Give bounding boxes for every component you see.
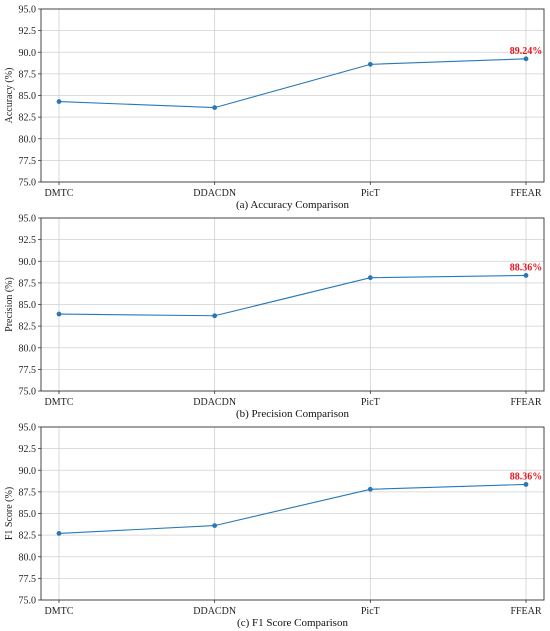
plot-frame — [40, 217, 545, 392]
y-tick-label: 87.5 — [19, 69, 37, 80]
chart-caption: (c) F1 Score Comparison — [237, 617, 348, 629]
data-point — [212, 105, 218, 111]
y-axis-title: Precision (%) — [4, 277, 15, 332]
data-point — [367, 275, 373, 281]
y-tick-label: 90.0 — [19, 466, 37, 477]
y-tick-label: 85.0 — [19, 509, 37, 520]
x-tick-label: DDACDN — [193, 397, 236, 408]
y-tick-label: 80.0 — [19, 343, 37, 354]
data-point — [367, 486, 373, 492]
y-tick-label: 82.5 — [19, 531, 37, 542]
value-annotation: 89.24% — [510, 46, 543, 57]
y-tick-label: 77.5 — [19, 156, 37, 167]
y-tick-label: 92.5 — [19, 444, 37, 455]
plot-frame — [40, 426, 545, 601]
y-tick-label: 90.0 — [19, 257, 37, 268]
y-tick-label: 80.0 — [19, 552, 37, 563]
y-tick-label: 87.5 — [19, 278, 37, 289]
series-line — [58, 58, 527, 109]
x-tick-label: PicT — [361, 397, 380, 408]
value-annotation: 88.36% — [510, 262, 543, 273]
y-tick-label: 85.0 — [19, 91, 37, 102]
data-point — [56, 311, 62, 317]
series-line — [58, 483, 527, 534]
y-tick-label: 82.5 — [19, 322, 37, 333]
x-tick-label: DDACDN — [193, 188, 236, 199]
y-axis-title: Accuracy (%) — [4, 68, 15, 124]
y-tick-label: 77.5 — [19, 365, 37, 376]
data-point — [523, 56, 529, 62]
data-point — [523, 482, 529, 487]
x-tick-label: PicT — [361, 188, 380, 199]
chart-caption: (a) Accuracy Comparison — [236, 199, 350, 211]
x-tick-label: FFEAR — [510, 397, 541, 408]
x-tick-label: PicT — [361, 606, 380, 617]
y-tick-label: 77.5 — [19, 574, 37, 585]
y-tick-label: 95.0 — [19, 214, 37, 225]
series-line — [58, 274, 527, 317]
y-tick-label: 75.0 — [19, 387, 37, 398]
x-tick-label: DMTC — [45, 188, 74, 199]
x-tick-label: DMTC — [45, 397, 74, 408]
data-point — [212, 523, 218, 529]
chart-caption: (b) Precision Comparison — [236, 408, 350, 420]
value-annotation: 88.36% — [510, 471, 543, 482]
data-point — [56, 530, 62, 536]
x-tick-label: FFEAR — [510, 188, 541, 199]
y-tick-label: 95.0 — [19, 5, 37, 16]
y-tick-label: 82.5 — [19, 113, 37, 124]
x-tick-label: DDACDN — [193, 606, 236, 617]
x-tick-label: DMTC — [45, 606, 74, 617]
plot-frame — [40, 8, 545, 183]
y-axis-title: F1 Score (%) — [4, 487, 15, 540]
y-tick-label: 80.0 — [19, 134, 37, 145]
data-point — [56, 99, 62, 104]
x-tick-label: FFEAR — [510, 606, 541, 617]
y-tick-label: 75.0 — [19, 596, 37, 607]
y-tick-label: 95.0 — [19, 423, 37, 434]
y-tick-label: 92.5 — [19, 235, 37, 246]
y-tick-label: 87.5 — [19, 487, 37, 498]
y-tick-label: 75.0 — [19, 178, 37, 189]
data-point — [367, 61, 373, 67]
y-tick-label: 92.5 — [19, 26, 37, 37]
y-tick-label: 90.0 — [19, 48, 37, 59]
data-point — [523, 273, 529, 278]
data-point — [212, 313, 218, 319]
y-tick-label: 85.0 — [19, 300, 37, 311]
